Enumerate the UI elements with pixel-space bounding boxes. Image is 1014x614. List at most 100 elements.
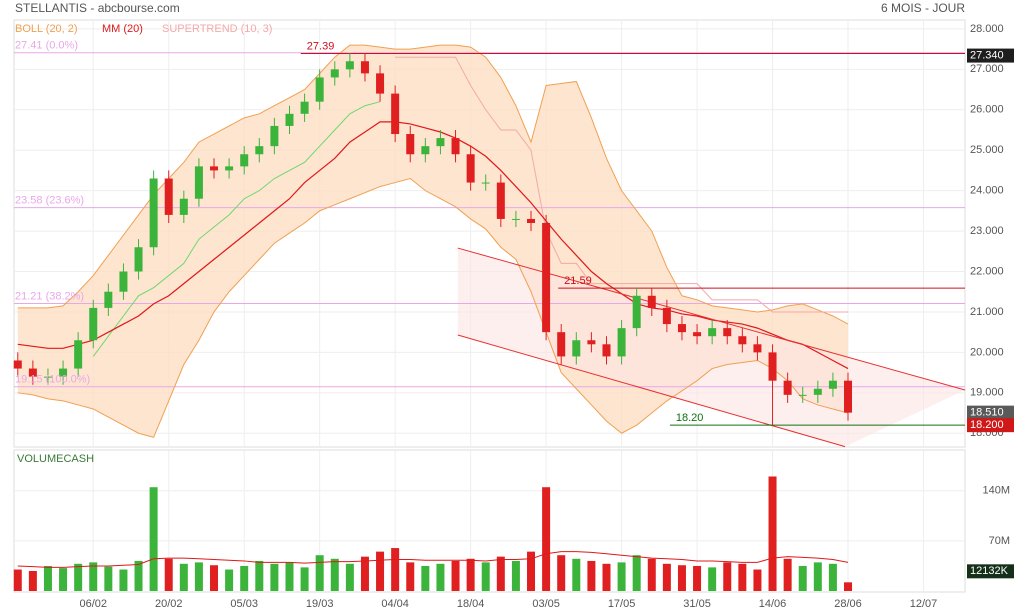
volume-bar <box>119 569 128 591</box>
supertrend-line <box>92 101 381 357</box>
level-label: 27.39 <box>307 40 335 52</box>
candle-body <box>738 336 747 345</box>
volume-bar <box>662 563 671 591</box>
candle-body <box>28 368 37 377</box>
x-tick-label: 31/05 <box>683 598 711 610</box>
volume-bar <box>194 562 203 591</box>
candle-body <box>466 154 475 183</box>
supertrend-line <box>395 56 849 313</box>
y-tick-label: 22.000 <box>970 265 1004 277</box>
channel-fill <box>457 248 965 447</box>
x-tick-label: 03/05 <box>532 598 560 610</box>
candle-body <box>677 324 686 333</box>
volume-bar <box>13 569 22 591</box>
fib-label: 27.41 (0.0%) <box>15 40 78 52</box>
x-tick-label: 28/06 <box>834 598 862 610</box>
candle-body <box>511 218 520 220</box>
volume-bar <box>421 565 430 591</box>
x-tick-label: 12/07 <box>910 598 938 610</box>
fib-label: 19.15 (100.0%) <box>15 374 90 386</box>
volume-bar <box>240 565 249 591</box>
price-marker-label: 18.510 <box>970 407 1004 419</box>
volume-bar <box>270 563 279 591</box>
x-tick-label: 17/05 <box>608 598 636 610</box>
candle-body <box>285 113 294 126</box>
x-tick-label: 05/03 <box>230 598 258 610</box>
volume-bar <box>693 565 702 591</box>
volume-bar <box>723 562 732 591</box>
candle-body <box>421 146 430 155</box>
volume-bar <box>783 558 792 591</box>
volume-bar <box>179 563 188 591</box>
volume-bar <box>542 487 551 591</box>
y-tick-label: 20.000 <box>970 346 1004 358</box>
legend-supertrend: SUPERTREND (10, 3) <box>162 23 272 35</box>
bollinger-lower <box>17 177 849 438</box>
x-tick-label: 04/04 <box>381 598 409 610</box>
candle-body <box>330 69 339 78</box>
volume-bar <box>753 569 762 591</box>
candle-body <box>59 368 68 377</box>
volume-bar <box>436 563 445 591</box>
candle-body <box>602 344 611 357</box>
candle-body <box>723 328 732 337</box>
candle-body <box>179 198 188 215</box>
x-tick-label: 20/02 <box>155 598 183 610</box>
volume-bar <box>255 560 264 591</box>
back-layer: 18.00019.00020.00021.00022.00023.00024.0… <box>13 19 1010 610</box>
volume-bar <box>345 563 354 591</box>
volume-bar <box>602 563 611 591</box>
period: 6 MOIS - JOUR <box>881 1 965 15</box>
volume-bar <box>527 551 536 591</box>
volume-bar <box>164 558 173 591</box>
candle-body <box>164 178 173 215</box>
candle-body <box>557 332 566 357</box>
volume-bar <box>511 560 520 591</box>
candle-body <box>768 352 777 381</box>
candle-body <box>783 380 792 395</box>
candle-body <box>255 146 264 155</box>
volume-bar <box>59 568 68 591</box>
front-layer: 27.41 (0.0%) 23.58 (23.6%) 21.21 (38.2%) 19… <box>15 40 1014 579</box>
candle-body <box>632 295 641 329</box>
volume-bar <box>43 565 52 591</box>
volume-bar <box>677 565 686 591</box>
x-tick-label: 14/06 <box>759 598 787 610</box>
volume-bar <box>210 565 219 591</box>
volume-ma <box>17 551 849 568</box>
level-label: 18.20 <box>676 412 704 424</box>
y-tick-label: 21.000 <box>970 306 1004 318</box>
volume-bar <box>708 567 717 591</box>
candle-body <box>572 340 581 357</box>
volume-bar <box>360 556 369 591</box>
candle-body <box>43 376 52 378</box>
candle-body <box>391 93 400 135</box>
volume-bar <box>738 563 747 591</box>
candle-body <box>300 101 309 114</box>
main-layer <box>13 44 966 591</box>
volume-bar <box>557 555 566 591</box>
volume-bar <box>285 562 294 591</box>
y-tick-label: 26.000 <box>970 104 1004 116</box>
volume-bar <box>617 562 626 591</box>
volume-bar <box>134 560 143 591</box>
volume-panel <box>13 449 966 593</box>
candle-body <box>587 340 596 345</box>
volume-bar <box>481 562 490 591</box>
y-tick-label: 25.000 <box>970 144 1004 156</box>
volume-bar <box>74 563 83 591</box>
volume-marker-label: 12132K <box>970 565 1009 577</box>
candle-body <box>315 77 324 102</box>
volume-bar <box>376 551 385 591</box>
volume-marker <box>967 564 1014 579</box>
volume-bar <box>813 562 822 591</box>
mm-line <box>17 121 849 370</box>
volume-bar <box>844 582 853 591</box>
candle-body <box>708 328 717 337</box>
volume-bar <box>798 565 807 591</box>
candle-body <box>844 380 853 413</box>
candle-body <box>134 247 143 272</box>
volume-bar <box>632 555 641 591</box>
price-marker-label: 18.200 <box>970 419 1004 431</box>
